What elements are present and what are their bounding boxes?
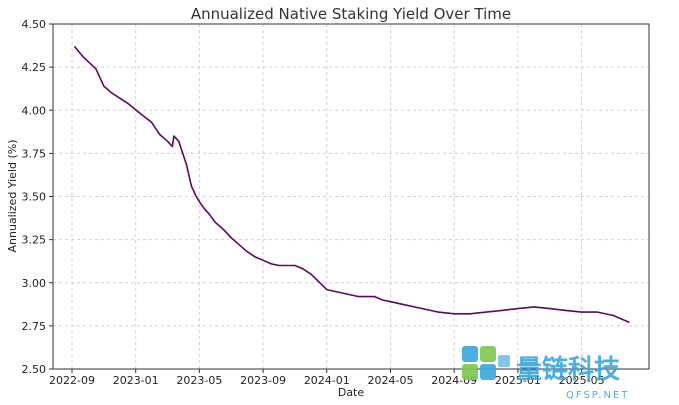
- y-tick-label: 2.75: [22, 320, 47, 333]
- y-tick-label: 4.00: [22, 104, 47, 117]
- watermark-sub: QFSP.NET: [566, 390, 629, 401]
- x-tick-label: 2024-01: [304, 374, 350, 387]
- y-axis-ticks: 2.50 2.75 3.00 3.25 3.50 3.75 4.00 4.25 4.50: [22, 18, 53, 376]
- plot-background: [53, 24, 649, 369]
- x-axis-ticks: 2022-09 2023-01 2023-05 2023-09 2024-01 2024-…: [49, 369, 605, 387]
- y-tick-label: 4.50: [22, 18, 47, 31]
- watermark: 量链科技 QFSP.NET: [462, 346, 629, 401]
- x-tick-label: 2023-01: [113, 374, 159, 387]
- x-axis-title: Date: [338, 386, 365, 399]
- x-tick-label: 2025-05: [559, 374, 605, 387]
- watermark-text: 量链科技: [516, 354, 620, 385]
- x-tick-label: 2023-05: [176, 374, 222, 387]
- x-tick-label: 2024-05: [368, 374, 414, 387]
- y-tick-label: 2.50: [22, 363, 47, 376]
- y-axis-title: Annualized Yield (%): [6, 139, 19, 252]
- y-tick-label: 3.50: [22, 191, 47, 204]
- y-tick-label: 4.25: [22, 61, 47, 74]
- y-tick-label: 3.25: [22, 234, 47, 247]
- watermark-logo-icon: [462, 346, 510, 380]
- x-tick-label: 2023-09: [240, 374, 286, 387]
- series-line-annualized-yield: [73, 45, 630, 324]
- x-tick-label: 2022-09: [49, 374, 95, 387]
- y-tick-label: 3.75: [22, 147, 47, 160]
- x-tick-label: 2025-01: [495, 374, 541, 387]
- chart-title: Annualized Native Staking Yield Over Tim…: [191, 5, 511, 23]
- y-tick-label: 3.00: [22, 277, 47, 290]
